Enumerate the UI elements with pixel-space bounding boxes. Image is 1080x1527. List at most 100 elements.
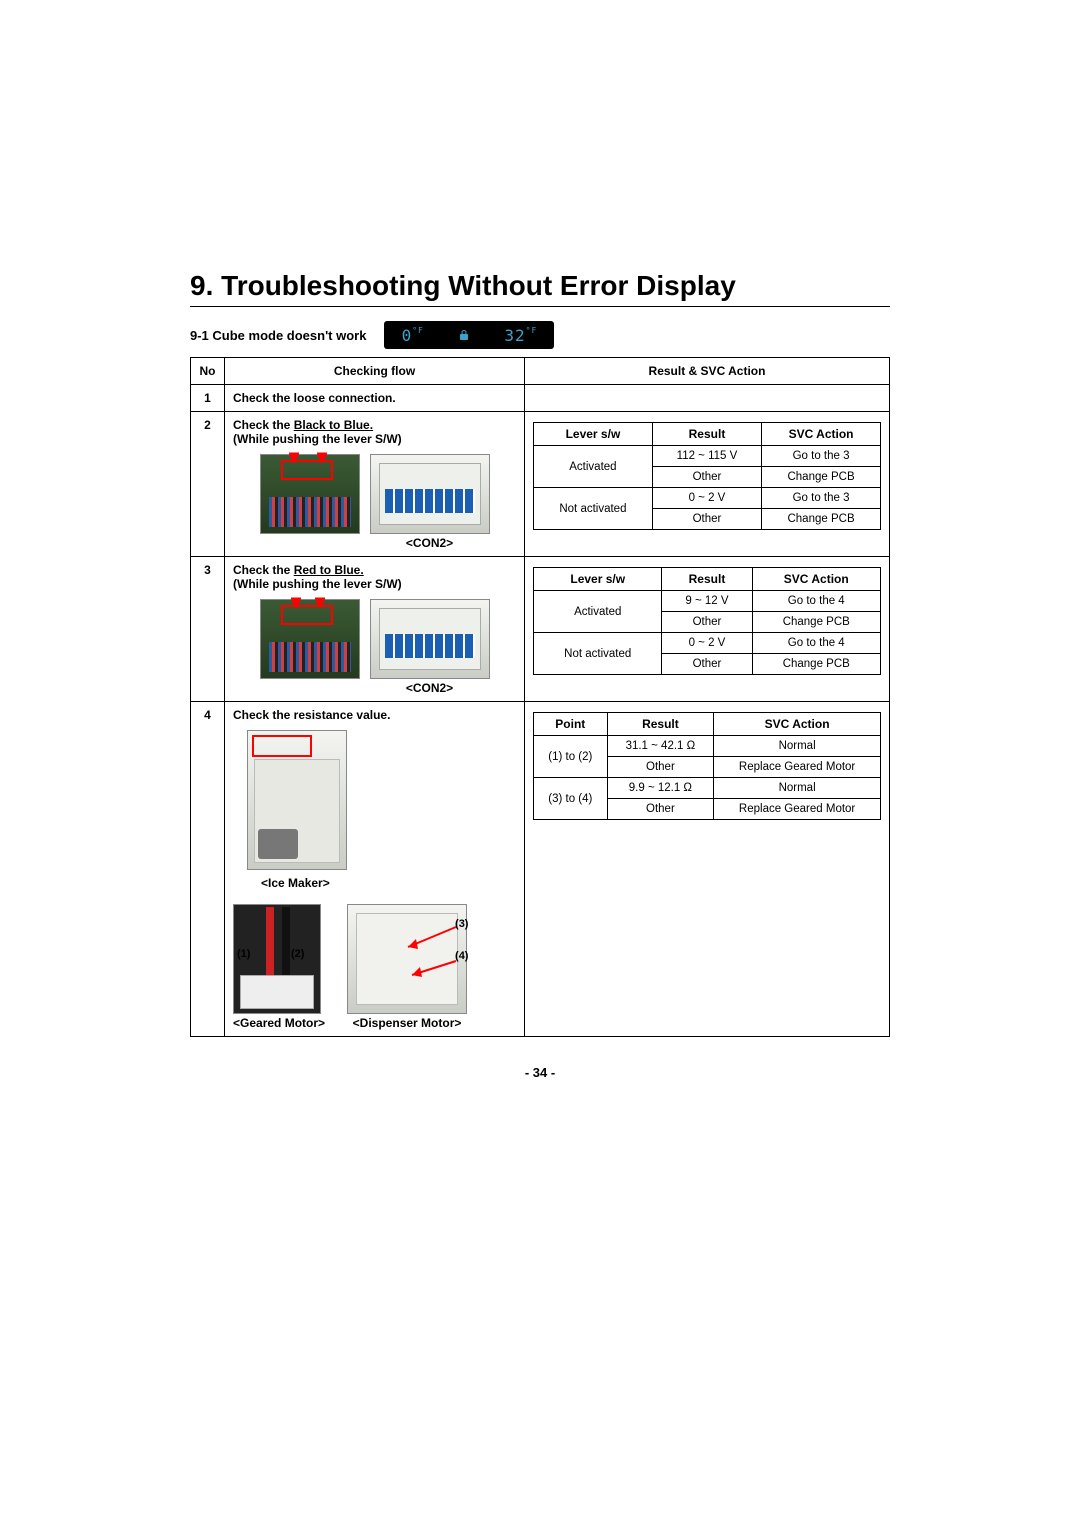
sub-cell: Replace Geared Motor — [714, 757, 881, 778]
probe-red — [266, 907, 274, 979]
sub-cell: Not activated — [534, 488, 653, 530]
sub-cell: Replace Geared Motor — [714, 799, 881, 820]
arrow-icon — [315, 594, 325, 608]
table-row: 2 Check the Black to Blue. (While pushin… — [191, 412, 890, 557]
document-page: 9. Troubleshooting Without Error Display… — [0, 0, 1080, 1527]
row-check: Check the resistance value. <Ice Maker> — [225, 702, 525, 1037]
sub-cell: 9.9 ~ 12.1 Ω — [607, 778, 714, 799]
table-row: 1 Check the loose connection. — [191, 385, 890, 412]
callout-4: (4) — [455, 950, 468, 962]
dispenser-motor-photo — [347, 904, 467, 1014]
sub-header: Lever s/w — [534, 423, 653, 446]
title-row: 9. Troubleshooting Without Error Display — [190, 270, 890, 302]
wires-graphic — [385, 634, 475, 658]
display-right-temp: 32°F — [504, 326, 537, 345]
photo-caption: <Ice Maker> — [261, 876, 330, 890]
photo-wrap — [260, 454, 360, 550]
row-check: Check the Red to Blue. (While pushing th… — [225, 557, 525, 702]
photo-wrap: (3) (4) <Dispenser Motor> — [347, 904, 467, 1030]
troubleshoot-table: No Checking flow Result & SVC Action 1 C… — [190, 357, 890, 1037]
display-left-temp: 0°F — [402, 326, 424, 345]
callout-3: (3) — [455, 918, 468, 930]
photo-pair: (1) (2) <Geared Motor> — [233, 904, 516, 1030]
arrow-icon — [291, 594, 301, 608]
photo-wrap: <CON2> — [370, 599, 490, 695]
check-instruction: Check the Red to Blue. (While pushing th… — [233, 563, 516, 591]
probe-black — [282, 907, 290, 979]
sub-cell: Normal — [714, 778, 881, 799]
sub-header: SVC Action — [714, 713, 881, 736]
pcb-photo — [260, 599, 360, 679]
sub-cell: Change PCB — [762, 467, 881, 488]
photo-pair: <CON2> — [233, 599, 516, 695]
photo-caption: <CON2> — [370, 681, 490, 695]
table-row: 3 Check the Red to Blue. (While pushing … — [191, 557, 890, 702]
photo-caption: <Dispenser Motor> — [347, 1016, 467, 1030]
row-no: 3 — [191, 557, 225, 702]
col-header-result: Result & SVC Action — [525, 358, 890, 385]
result-sub-table: Point Result SVC Action (1) to (2) 31.1 … — [533, 712, 881, 820]
page-number: - 34 - — [190, 1065, 890, 1080]
arrow-icon — [398, 925, 458, 995]
sub-header: Point — [534, 713, 608, 736]
connector-photo — [370, 454, 490, 534]
row-no: 1 — [191, 385, 225, 412]
sub-cell: Other — [662, 654, 752, 675]
sub-cell: Activated — [534, 591, 662, 633]
sub-cell: Other — [662, 612, 752, 633]
wires-graphic — [269, 497, 351, 527]
check-instruction: Check the resistance value. — [233, 708, 516, 722]
pcb-photo — [260, 454, 360, 534]
sub-cell: Go to the 4 — [752, 591, 880, 612]
sub-header: Result — [662, 568, 752, 591]
photo-caption: <CON2> — [370, 536, 490, 550]
sub-cell: Other — [652, 509, 761, 530]
sub-cell: Not activated — [534, 633, 662, 675]
sub-cell: Other — [607, 799, 714, 820]
sub-cell: Other — [652, 467, 761, 488]
sub-cell: 112 ~ 115 V — [652, 446, 761, 467]
highlight-box — [252, 735, 312, 757]
ice-maker-photo — [247, 730, 347, 870]
row-result-empty — [525, 385, 890, 412]
photo-block: <Ice Maker> — [247, 730, 516, 890]
sub-cell: Normal — [714, 736, 881, 757]
subhead-row: 9-1 Cube mode doesn't work 0°F 32°F — [190, 321, 890, 349]
sub-cell: Other — [607, 757, 714, 778]
sub-cell: Change PCB — [752, 654, 880, 675]
sub-cell: 0 ~ 2 V — [662, 633, 752, 654]
photo-wrap: <CON2> — [370, 454, 490, 550]
row-result: Point Result SVC Action (1) to (2) 31.1 … — [525, 702, 890, 1037]
page-title: 9. Troubleshooting Without Error Display — [190, 270, 736, 301]
sub-cell: 0 ~ 2 V — [652, 488, 761, 509]
sub-header: Result — [652, 423, 761, 446]
sub-header: Result — [607, 713, 714, 736]
photo-wrap — [260, 599, 360, 695]
sub-cell: Go to the 4 — [752, 633, 880, 654]
sub-cell: 31.1 ~ 42.1 Ω — [607, 736, 714, 757]
sub-header: SVC Action — [752, 568, 880, 591]
photo-wrap: (1) (2) <Geared Motor> — [233, 904, 325, 1030]
photo-caption: <Geared Motor> — [233, 1016, 325, 1030]
col-header-checking: Checking flow — [225, 358, 525, 385]
lock-icon — [458, 329, 470, 341]
row-check: Check the Black to Blue. (While pushing … — [225, 412, 525, 557]
sub-cell: (1) to (2) — [534, 736, 608, 778]
wires-graphic — [269, 642, 351, 672]
connector-photo — [370, 599, 490, 679]
arrow-icon — [317, 449, 327, 463]
motor-graphic — [258, 829, 298, 859]
title-divider — [190, 306, 890, 307]
sub-cell: 9 ~ 12 V — [662, 591, 752, 612]
connector-graphic — [240, 975, 314, 1009]
sub-header: Lever s/w — [534, 568, 662, 591]
sub-cell: (3) to (4) — [534, 778, 608, 820]
highlight-box — [281, 460, 333, 480]
callout-2: (2) — [291, 948, 304, 960]
highlight-box — [281, 605, 333, 625]
sub-cell: Change PCB — [752, 612, 880, 633]
col-header-no: No — [191, 358, 225, 385]
row-result: Lever s/w Result SVC Action Activated 9 … — [525, 557, 890, 702]
result-sub-table: Lever s/w Result SVC Action Activated 11… — [533, 422, 881, 530]
fridge-display-panel: 0°F 32°F — [384, 321, 554, 349]
